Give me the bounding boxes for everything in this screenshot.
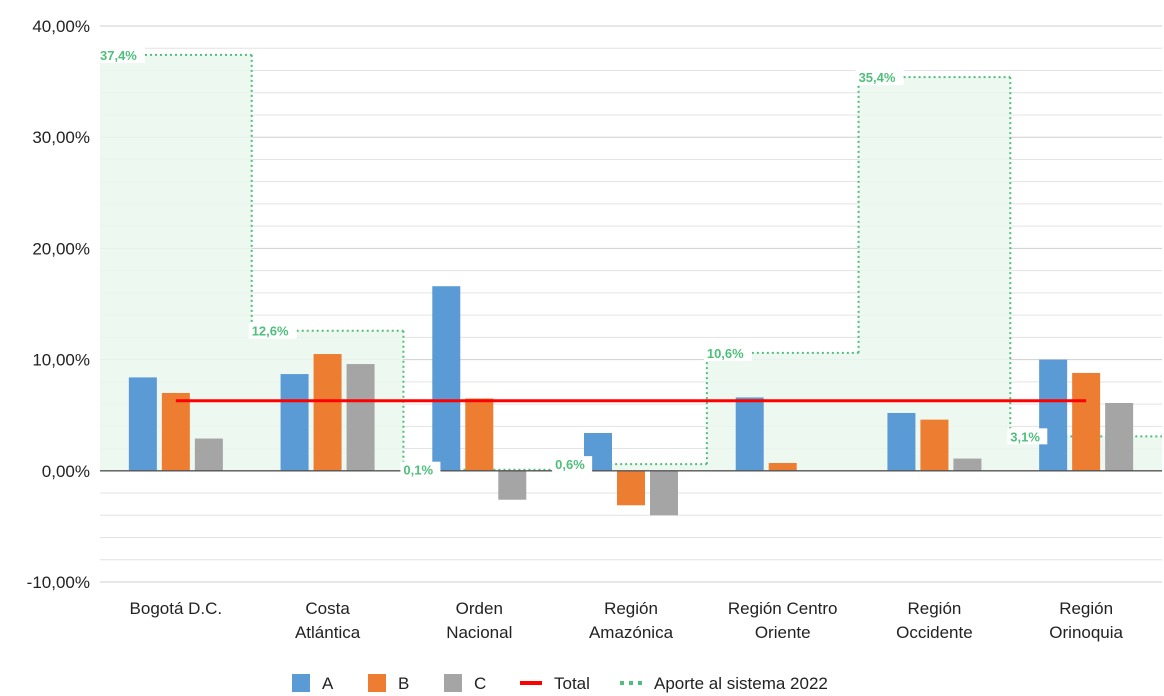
bar-b bbox=[1072, 372, 1101, 471]
bar-c bbox=[650, 470, 678, 516]
bar-a bbox=[887, 412, 916, 471]
aporte-labels: 37,4% 12,6% 0,1% 0,6% 10,6% 35,4% 3,1% bbox=[97, 46, 1048, 478]
category-label: Región Orinoquia bbox=[1049, 599, 1123, 642]
y-tick-label: 30,00% bbox=[32, 128, 90, 147]
category-label: Región Amazónica bbox=[589, 599, 674, 642]
bar-c bbox=[194, 438, 223, 471]
aporte-label: 0,1% bbox=[403, 463, 433, 478]
aporte-label-bg bbox=[1007, 428, 1048, 445]
bar-b bbox=[920, 419, 949, 471]
bar-c bbox=[498, 470, 527, 500]
bar-b bbox=[465, 398, 494, 471]
legend-swatch bbox=[444, 674, 462, 692]
bar-c bbox=[953, 458, 982, 471]
aporte-label: 35,4% bbox=[859, 70, 896, 85]
aporte-label-bg bbox=[248, 322, 297, 339]
category-label: Costa Atlántica bbox=[295, 599, 361, 642]
y-tick-label: 20,00% bbox=[32, 239, 90, 258]
legend-label: B bbox=[398, 674, 409, 693]
aporte-label-bg bbox=[400, 461, 441, 478]
bar-a bbox=[1039, 359, 1068, 471]
aporte-label-bg bbox=[703, 344, 752, 361]
bar-b bbox=[161, 392, 190, 471]
y-tick-label: 10,00% bbox=[32, 351, 90, 370]
bar-b bbox=[313, 354, 342, 471]
bar-series bbox=[128, 286, 1134, 516]
bar-b bbox=[768, 463, 797, 471]
legend-label: Total bbox=[554, 674, 590, 693]
legend: A B C Total Aporte al sistema 2022 bbox=[292, 674, 828, 693]
aporte-area bbox=[100, 54, 1162, 471]
x-axis-ticks: Bogotá D.C. Costa Atlántica Orden Nacional Re… bbox=[130, 599, 1124, 642]
aporte-label: 12,6% bbox=[252, 324, 289, 339]
legend-label: A bbox=[322, 674, 334, 693]
legend-label: Aporte al sistema 2022 bbox=[654, 674, 828, 693]
bar-a bbox=[432, 286, 461, 471]
category-label: Bogotá D.C. bbox=[130, 599, 223, 618]
aporte-series bbox=[100, 53, 1162, 471]
aporte-label: 0,6% bbox=[555, 457, 585, 472]
y-tick-label: -10,00% bbox=[27, 573, 90, 592]
legend-label: C bbox=[474, 674, 486, 693]
bar-c bbox=[1105, 402, 1134, 471]
category-label: Región Occidente bbox=[896, 599, 973, 642]
bar-c bbox=[346, 364, 375, 471]
y-tick-label: 40,00% bbox=[32, 17, 90, 36]
aporte-label-bg bbox=[97, 46, 145, 63]
aporte-label: 3,1% bbox=[1010, 429, 1040, 444]
y-tick-label: 0,00% bbox=[42, 462, 90, 481]
bar-a bbox=[735, 397, 764, 471]
legend-swatch bbox=[368, 674, 386, 692]
bar-a bbox=[280, 374, 309, 471]
aporte-label-bg bbox=[855, 69, 904, 86]
y-axis-ticks: -10,00% 0,00% 10,00% 20,00% 30,00% 40,00% bbox=[27, 17, 90, 592]
bar-a bbox=[128, 377, 157, 471]
legend-swatch bbox=[292, 674, 310, 692]
aporte-label: 10,6% bbox=[707, 346, 744, 361]
aporte-label-bg bbox=[552, 456, 593, 473]
aporte-label: 37,4% bbox=[100, 48, 137, 63]
bar-b bbox=[617, 470, 645, 506]
category-label: Región Centro Oriente bbox=[728, 599, 838, 642]
category-label: Orden Nacional bbox=[446, 599, 512, 642]
